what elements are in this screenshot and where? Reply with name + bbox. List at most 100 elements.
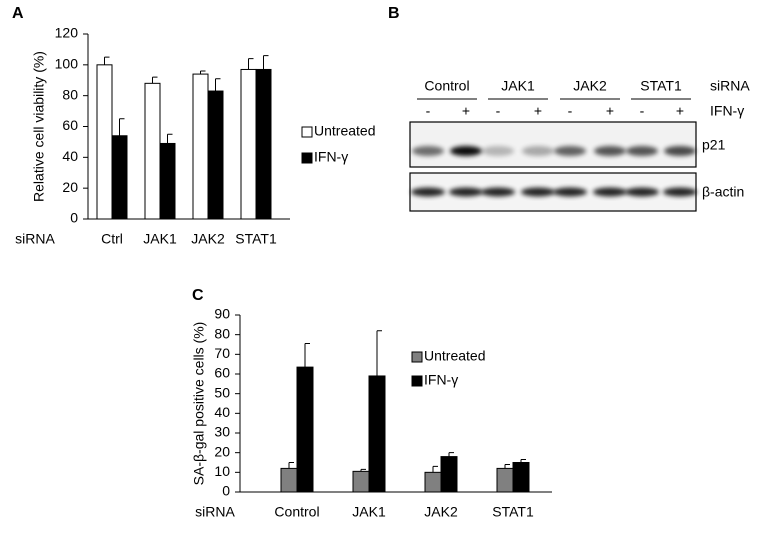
group-label: STAT1 — [640, 78, 682, 94]
y-tick-label: 50 — [214, 384, 230, 400]
treatment-sign: - — [426, 103, 431, 119]
error-bar — [104, 56, 110, 65]
x-tick-label: JAK2 — [191, 231, 225, 247]
legend-swatch — [411, 375, 423, 387]
y-tick-label: 0 — [222, 483, 230, 499]
error-bar — [263, 55, 269, 70]
error-bar — [504, 463, 510, 469]
treatment-sign: + — [676, 103, 684, 119]
legend-label: Untreated — [314, 123, 375, 139]
bar — [496, 467, 514, 493]
legend-swatch — [301, 126, 313, 138]
band-p21 — [664, 146, 696, 156]
band-label: p21 — [702, 137, 726, 153]
x-axis-label: siRNA — [15, 231, 55, 247]
y-tick-label: 70 — [214, 345, 230, 361]
bar — [255, 68, 272, 220]
legend-label: IFN-γ — [314, 149, 348, 165]
error-bar — [304, 343, 310, 368]
error-bar — [200, 70, 206, 75]
y-axis-label: Relative cell viability (%) — [31, 51, 47, 202]
bar — [368, 375, 386, 493]
group-label: JAK2 — [573, 78, 607, 94]
y-tick-label: 20 — [214, 443, 230, 459]
bar — [512, 462, 530, 493]
band-p21 — [522, 146, 554, 156]
band-actin — [625, 187, 659, 197]
bar — [144, 82, 161, 220]
y-tick-label: 90 — [214, 306, 230, 322]
y-tick-label: 60 — [62, 117, 78, 133]
treatment-sign: + — [534, 103, 542, 119]
bar — [440, 456, 458, 493]
legend-swatch — [301, 152, 313, 164]
error-bar — [288, 462, 294, 469]
x-tick-label: STAT1 — [492, 504, 534, 520]
y-tick-label: 20 — [62, 179, 78, 195]
x-tick-label: JAK1 — [352, 504, 386, 520]
legend-swatch — [411, 351, 423, 363]
blot-box-p21 — [409, 121, 697, 168]
bar — [96, 64, 113, 220]
bar — [424, 471, 442, 493]
y-tick-label: 60 — [214, 365, 230, 381]
error-bar — [432, 465, 438, 473]
error-bar — [119, 118, 125, 136]
x-axis-label: siRNA — [195, 504, 235, 520]
band-actin — [481, 187, 515, 197]
y-tick-label: 10 — [214, 463, 230, 479]
error-bar — [152, 76, 158, 84]
row-label: IFN-γ — [710, 103, 744, 119]
bar — [207, 90, 224, 220]
treatment-sign: - — [640, 103, 645, 119]
group-label: Control — [424, 78, 469, 94]
error-bar — [448, 452, 454, 457]
error-bar — [376, 330, 382, 376]
band-p21 — [626, 146, 658, 156]
error-bar — [360, 468, 366, 472]
band-p21 — [450, 146, 482, 156]
panel-label: C — [192, 287, 204, 304]
band-p21 — [554, 146, 586, 156]
band-p21 — [412, 146, 444, 156]
panel-label: B — [388, 5, 400, 22]
bar — [159, 142, 176, 220]
bar — [240, 68, 257, 220]
band-actin — [553, 187, 587, 197]
bar — [280, 467, 298, 493]
group-label: JAK1 — [501, 78, 535, 94]
error-bar — [215, 78, 221, 92]
band-actin — [593, 187, 627, 197]
y-tick-label: 40 — [62, 148, 78, 164]
bar — [192, 73, 209, 220]
treatment-sign: - — [568, 103, 573, 119]
y-tick-label: 30 — [214, 424, 230, 440]
band-actin — [449, 187, 483, 197]
band-label: β-actin — [702, 184, 744, 200]
bar — [111, 135, 128, 220]
bar — [296, 366, 314, 493]
treatment-sign: + — [462, 103, 470, 119]
x-tick-label: Ctrl — [101, 231, 123, 247]
y-tick-label: 0 — [70, 210, 78, 226]
band-actin — [663, 187, 697, 197]
x-tick-label: JAK2 — [424, 504, 458, 520]
treatment-sign: - — [496, 103, 501, 119]
band-actin — [521, 187, 555, 197]
error-bar — [167, 133, 173, 144]
treatment-sign: + — [606, 103, 614, 119]
y-tick-label: 80 — [214, 325, 230, 341]
y-tick-label: 80 — [62, 86, 78, 102]
x-tick-label: JAK1 — [143, 231, 177, 247]
y-tick-label: 100 — [55, 56, 79, 72]
legend-label: IFN-γ — [424, 372, 458, 388]
bar — [352, 470, 370, 493]
y-axis-label: SA-β-gal positive cells (%) — [191, 322, 207, 486]
x-tick-label: Control — [274, 504, 319, 520]
x-tick-label: STAT1 — [235, 231, 277, 247]
band-actin — [411, 187, 445, 197]
legend-label: Untreated — [424, 348, 485, 364]
error-bar — [520, 459, 526, 463]
band-p21 — [482, 146, 514, 156]
